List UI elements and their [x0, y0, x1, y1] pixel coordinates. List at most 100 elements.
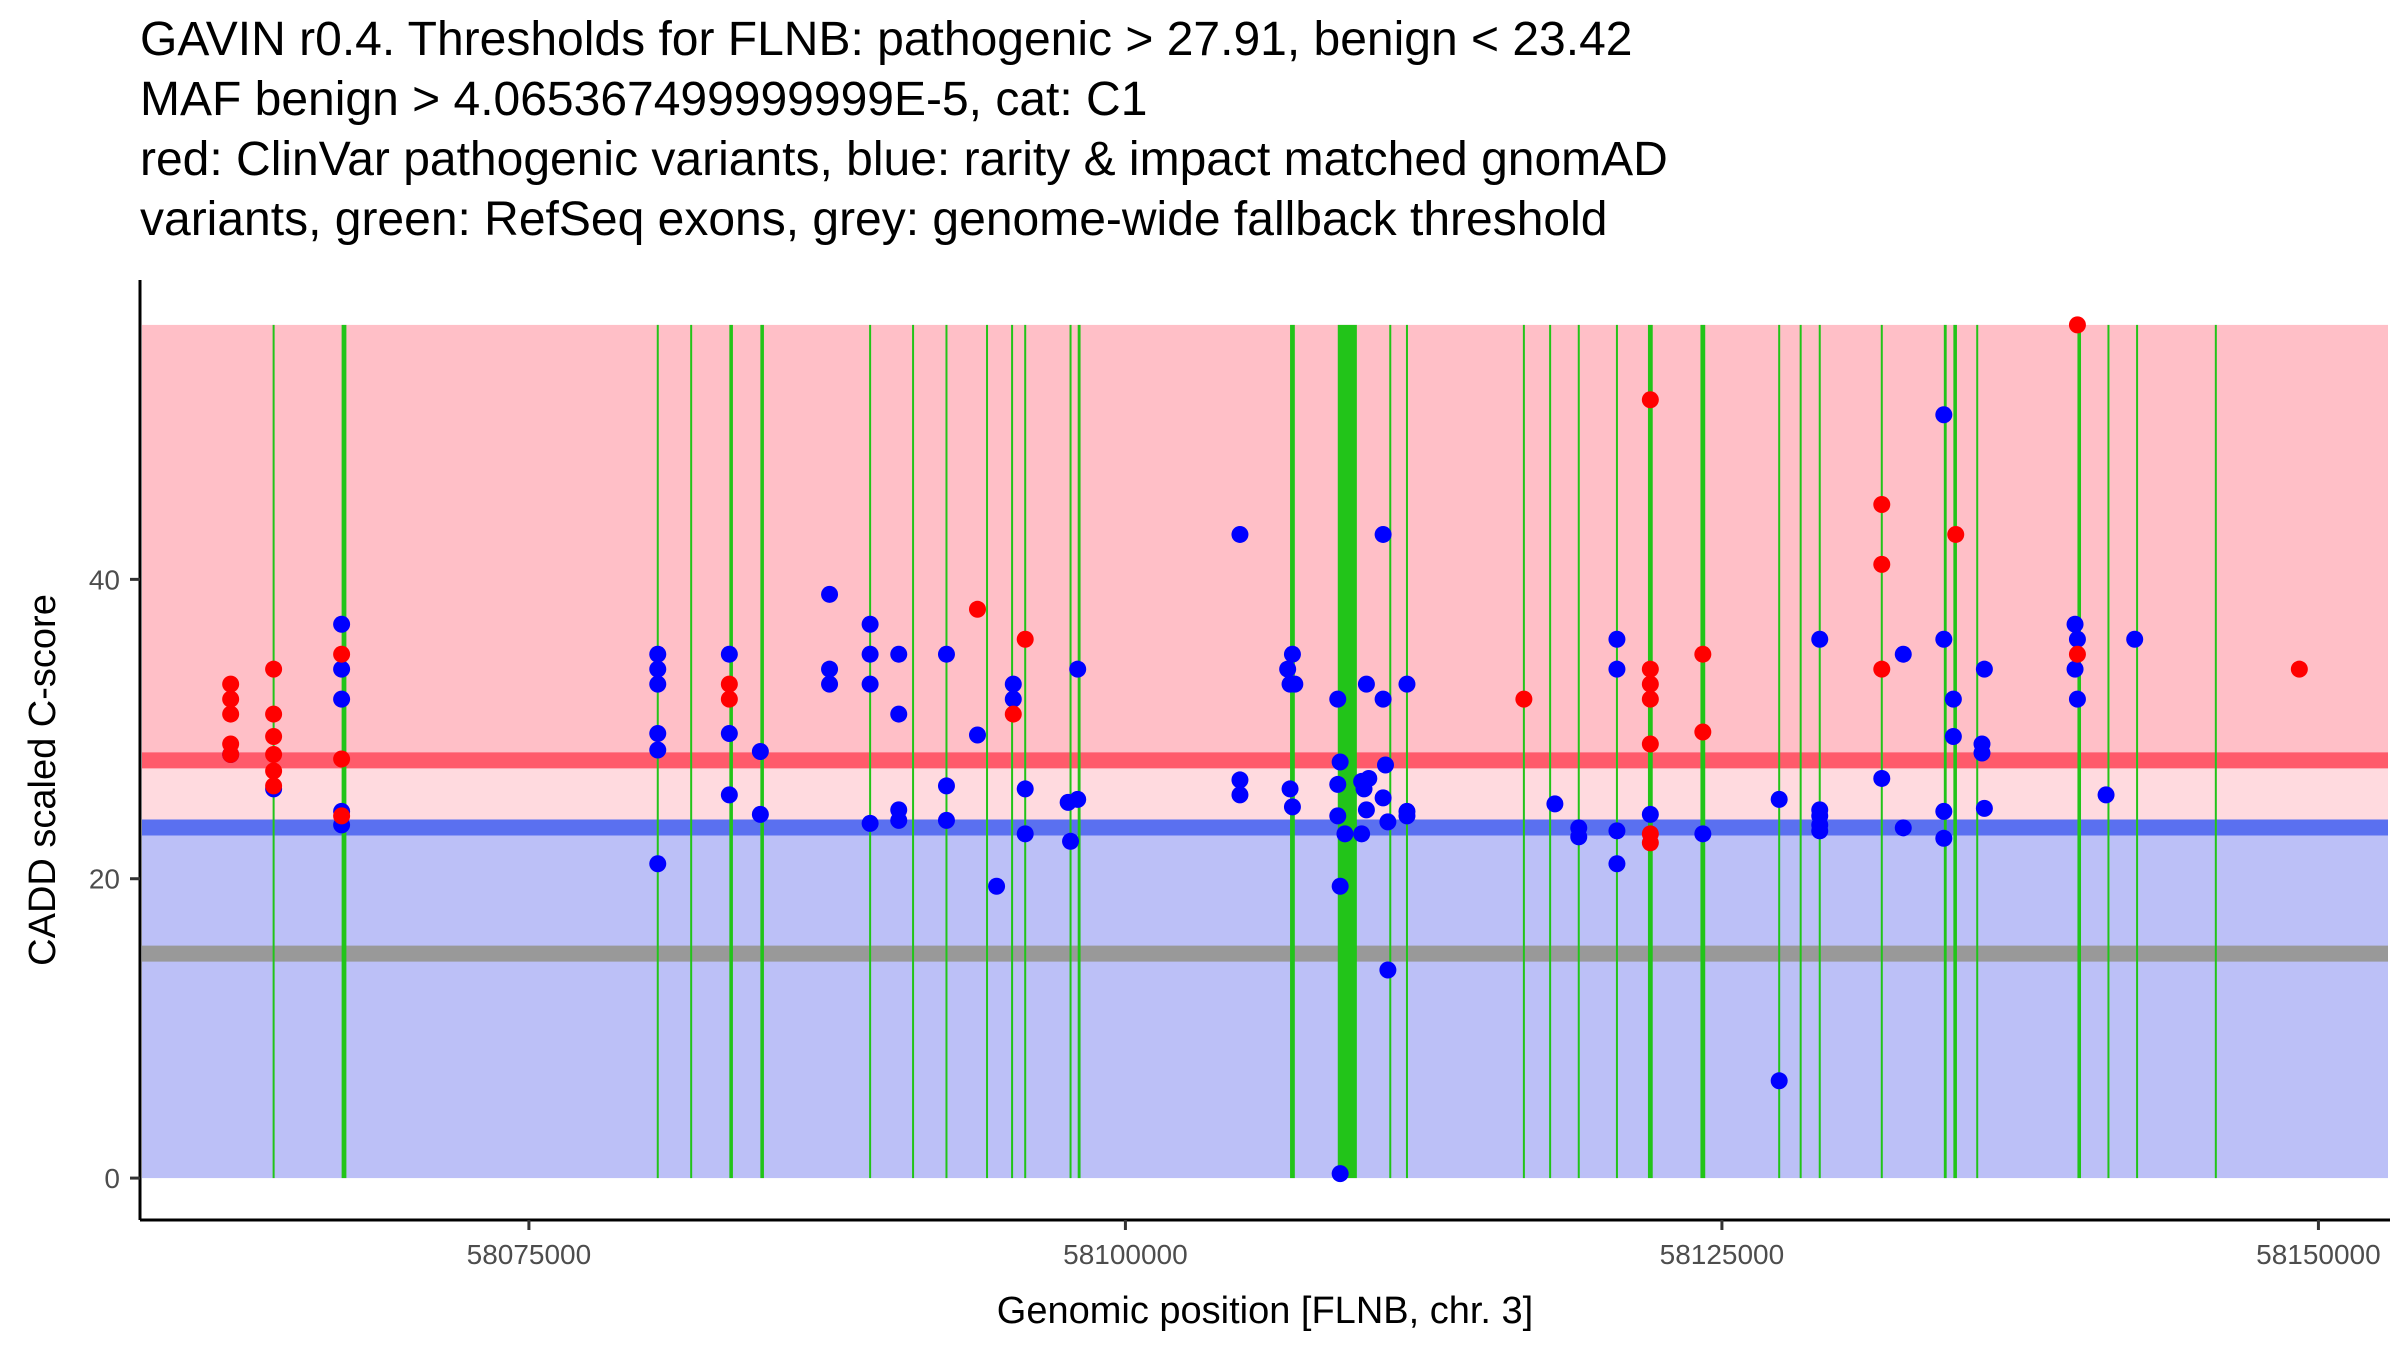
gnomad-variant-point [1231, 771, 1249, 789]
gnomad-variant-point [861, 675, 879, 693]
gnomad-variant-point [1360, 769, 1378, 787]
gnomad-variant-point [720, 786, 738, 804]
exon-marker [986, 324, 989, 1179]
pathogenic-variant-point [333, 750, 351, 768]
gnomad-variant-point [937, 777, 955, 795]
gnomad-variant-point [821, 675, 839, 693]
gnomad-variant-point [1641, 805, 1659, 823]
gnomad-variant-point [2068, 690, 2086, 708]
gnomad-variant-point [1062, 832, 1080, 850]
gnomad-variant-point [1398, 675, 1416, 693]
gnomad-variant-point [1374, 525, 1392, 543]
gnomad-variant-point [861, 645, 879, 663]
gnomad-variant-point [1935, 630, 1953, 648]
pathogenic-variant-point [968, 600, 986, 618]
gnomad-variant-point [1329, 690, 1347, 708]
gnomad-variant-point [1944, 690, 1962, 708]
pathogenic-variant-point [1641, 735, 1659, 753]
gnomad-variant-point [1331, 877, 1349, 895]
pathogenic-variant-point [1694, 723, 1712, 741]
pathogenic-variant-point [265, 660, 283, 678]
y-axis-title: CADD scaled C-score [22, 594, 64, 966]
pathogenic-variant-point [1873, 660, 1891, 678]
gnomad-variant-point [2068, 630, 2086, 648]
gnomad-variant-point [988, 877, 1006, 895]
pathogenic-variant-point [265, 777, 283, 795]
gnomad-variant-point [1944, 728, 1962, 746]
gnomad-variant-point [1873, 769, 1891, 787]
gnomad-variant-point [1811, 630, 1829, 648]
gnomad-variant-point [861, 615, 879, 633]
gnomad-variant-point [1279, 660, 1297, 678]
gnomad-variant-point [333, 660, 351, 678]
pathogenic-variant-point [222, 675, 240, 693]
gnomad-variant-point [1694, 825, 1712, 843]
gnomad-variant-point [1973, 744, 1991, 762]
gnomad-variant-point [1016, 780, 1034, 798]
threshold-lines [142, 752, 2388, 962]
exon-marker [1615, 324, 1618, 1179]
title-line-4: variants, green: RefSeq exons, grey: gen… [140, 193, 1608, 246]
gnomad-variant-point [1004, 675, 1022, 693]
exon-marker [1389, 324, 1392, 1179]
pathogenic-region [142, 324, 2388, 767]
exon-marker [869, 324, 872, 1179]
gnomad-variant-point [649, 660, 667, 678]
gnomad-variant-point [1283, 645, 1301, 663]
gnomad-variant-point [1975, 660, 1993, 678]
exon-marker [1700, 324, 1706, 1179]
pathogenic-variant-point [1641, 675, 1659, 693]
gnomad-variant-point [1329, 807, 1347, 825]
pathogenic-variant-point [1873, 496, 1891, 514]
gnomad-variant-point [1016, 825, 1034, 843]
exon-marker [912, 324, 915, 1179]
gnomad-variant-point [720, 725, 738, 743]
x-tick-label: 58125000 [1660, 1239, 1785, 1270]
pathogenic-variant-point [1694, 645, 1712, 663]
pathogenic-variant-point [2068, 645, 2086, 663]
pathogenic-variant-point [265, 762, 283, 780]
gnomad-variant-point [649, 675, 667, 693]
gnomad-variant-point [1546, 795, 1564, 813]
gnomad-variant-point [333, 690, 351, 708]
gnomad-variant-point [333, 615, 351, 633]
pathogenic-variant-point [2068, 316, 2086, 334]
exon-marker [1577, 324, 1580, 1179]
gnomad-variant-point [1231, 525, 1249, 543]
gnomad-variant-point [2097, 786, 2115, 804]
gnomad-variant-point [1608, 855, 1626, 873]
variant-points [222, 316, 2308, 1183]
pathogenic-variant-point [265, 705, 283, 723]
gnomad-variant-point [2126, 630, 2144, 648]
gnomad-variant-point [1353, 825, 1371, 843]
gnomad-variant-point [1231, 786, 1249, 804]
benign-region [142, 833, 2388, 1179]
gnomad-variant-point [720, 645, 738, 663]
gnomad-variant-point [1894, 819, 1912, 837]
exon-marker [1077, 324, 1081, 1179]
gnomad-variant-point [821, 585, 839, 603]
axes: 58075000 58100000 58125000 58150000 0 20 40 [89, 280, 2390, 1270]
gnomad-variant-point [1975, 799, 1993, 817]
gnomad-variant-point [890, 705, 908, 723]
x-axis-title: Genomic position [FLNB, chr. 3] [997, 1290, 1533, 1332]
gnomad-variant-point [890, 645, 908, 663]
gnomad-variant-point [1374, 789, 1392, 807]
gnomad-variant-point [1331, 1165, 1349, 1183]
pathogenic-variant-point [265, 728, 283, 746]
exon-marker [1778, 324, 1781, 1179]
title-line-3: red: ClinVar pathogenic variants, blue: … [140, 133, 1668, 186]
gnomad-variant-point [649, 855, 667, 873]
gnomad-variant-point [649, 741, 667, 759]
pathogenic-variant-point [222, 690, 240, 708]
gnomad-variant-point [1608, 660, 1626, 678]
pathogenic-variant-point [2290, 660, 2308, 678]
exon-marker [1405, 324, 1408, 1179]
exon-marker [1880, 324, 1883, 1179]
exon-marker [2107, 324, 2110, 1179]
pathogenic-variant-point [265, 745, 283, 763]
gnomad-variant-point [2066, 615, 2084, 633]
gnomad-variant-point [1811, 822, 1829, 840]
gnomad-variant-point [1935, 802, 1953, 820]
pathogenic-variant-point [1641, 660, 1659, 678]
